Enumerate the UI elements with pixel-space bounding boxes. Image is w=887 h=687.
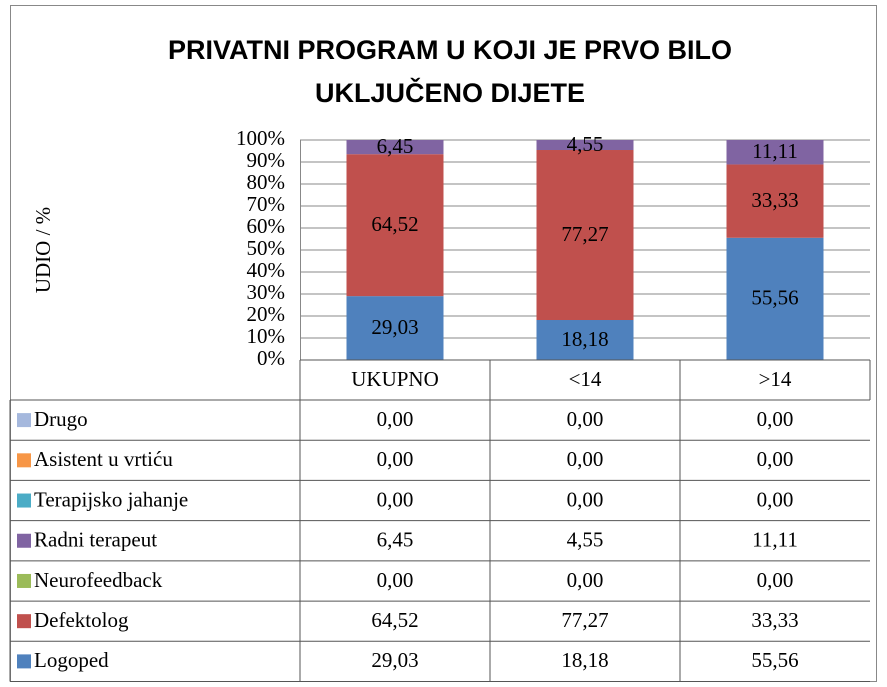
bar-segment <box>536 140 634 151</box>
table-cell: 64,52 <box>371 608 418 632</box>
bar-segment <box>726 237 824 360</box>
legend-label: Logoped <box>34 648 109 672</box>
data-label: 18,18 <box>561 327 608 351</box>
data-label: 4,55 <box>567 132 604 156</box>
bar-segment <box>536 150 634 321</box>
table-cell: 18,18 <box>561 648 608 672</box>
data-label: 29,03 <box>371 315 418 339</box>
table-cell: 0,00 <box>567 447 604 471</box>
y-tick-label: 0% <box>257 346 285 370</box>
x-tick-label: >14 <box>759 367 792 391</box>
bar-segment <box>726 164 824 238</box>
y-tick-label: 80% <box>247 170 286 194</box>
chart-title: UKLJUČENO DIJETE <box>315 77 585 108</box>
legend-swatch <box>17 453 31 468</box>
table-cell: 0,00 <box>377 487 414 511</box>
legend-swatch <box>17 493 31 508</box>
legend-swatch <box>17 413 31 428</box>
table-cell: 0,00 <box>757 568 794 592</box>
legend-label: Terapijsko jahanje <box>34 487 188 511</box>
y-tick-label: 40% <box>247 258 286 282</box>
data-label: 6,45 <box>377 134 414 158</box>
legend-label: Neurofeedback <box>34 568 163 592</box>
y-tick-label: 70% <box>247 192 286 216</box>
legend-label: Asistent u vrtiću <box>34 447 173 471</box>
x-tick-label: <14 <box>569 367 602 391</box>
data-label: 11,11 <box>752 139 798 163</box>
legend-swatch <box>17 654 31 669</box>
y-tick-label: 90% <box>247 148 286 172</box>
legend-label: Radni terapeut <box>34 528 157 552</box>
y-tick-label: 60% <box>247 214 286 238</box>
table-cell: 77,27 <box>561 608 608 632</box>
table-cell: 4,55 <box>567 528 604 552</box>
y-tick-label: 10% <box>247 324 286 348</box>
table-cell: 0,00 <box>567 407 604 431</box>
x-tick-label: UKUPNO <box>351 367 439 391</box>
table-cell: 0,00 <box>757 407 794 431</box>
table-cell: 0,00 <box>757 447 794 471</box>
bar-segment <box>346 140 444 155</box>
legend-swatch <box>17 614 31 629</box>
table-cell: 55,56 <box>751 648 798 672</box>
legend-label: Defektolog <box>34 608 129 632</box>
legend-swatch <box>17 573 31 588</box>
table-cell: 33,33 <box>751 608 798 632</box>
y-tick-label: 30% <box>247 280 286 304</box>
table-cell: 6,45 <box>377 528 414 552</box>
y-tick-label: 20% <box>247 302 286 326</box>
chart-title: PRIVATNI PROGRAM U KOJI JE PRVO BILO <box>168 35 732 65</box>
bar-segment <box>726 140 824 165</box>
legend-label: Drugo <box>34 407 88 431</box>
y-tick-label: 100% <box>236 126 285 150</box>
table-cell: 0,00 <box>757 487 794 511</box>
y-tick-label: 50% <box>247 236 286 260</box>
data-label: 55,56 <box>751 286 798 310</box>
legend-swatch <box>17 533 31 548</box>
data-label: 77,27 <box>561 222 608 246</box>
table-cell: 0,00 <box>377 407 414 431</box>
table-cell: 29,03 <box>371 648 418 672</box>
data-label: 33,33 <box>751 188 798 212</box>
table-cell: 0,00 <box>377 568 414 592</box>
table-cell: 0,00 <box>377 447 414 471</box>
table-cell: 11,11 <box>752 528 798 552</box>
table-cell: 0,00 <box>567 487 604 511</box>
data-label: 64,52 <box>371 212 418 236</box>
table-cell: 0,00 <box>567 568 604 592</box>
bar-segment <box>346 296 444 360</box>
bar-segment <box>346 154 444 297</box>
y-axis-label: UDIO / % <box>31 207 55 293</box>
bar-segment <box>536 320 634 360</box>
